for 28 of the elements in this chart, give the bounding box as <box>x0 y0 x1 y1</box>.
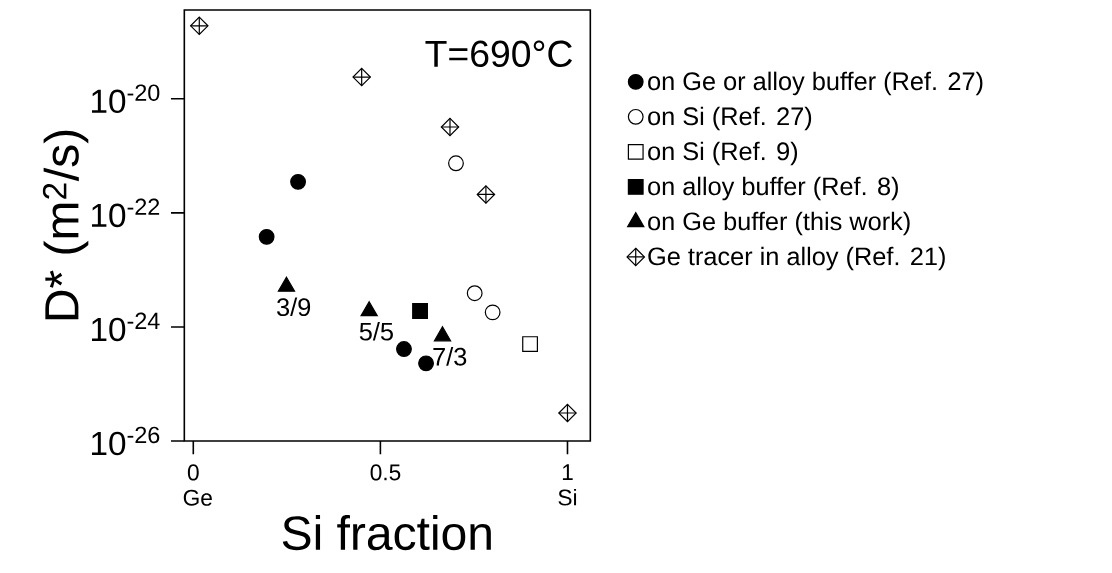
y-axis-title: D* (m$^{2}$/s) <box>42 130 89 320</box>
legend-label: on Si (Ref. 9) <box>648 141 798 166</box>
x-tick-label: 1 Si <box>558 464 577 506</box>
annotation: 7/3 <box>433 347 467 366</box>
y-tick-label: 10$^{-26}$ <box>92 426 160 456</box>
x-tick-label: 0.5 <box>370 464 401 481</box>
point <box>484 304 501 321</box>
y-tick-label: 10$^{-24}$ <box>92 312 160 342</box>
point <box>418 355 434 372</box>
x-tick-label: 0 Ge <box>183 464 212 506</box>
point <box>448 155 464 172</box>
point <box>412 303 428 319</box>
legend-label: on Ge or alloy buffer (Ref. 27) <box>648 71 983 96</box>
x-axis-title: Si fraction <box>282 514 491 551</box>
point <box>466 285 483 302</box>
legend-label: on Si (Ref. 27) <box>648 106 812 131</box>
point <box>258 228 275 245</box>
point <box>522 336 538 353</box>
legend-label: on alloy buffer (Ref. 8) <box>648 176 898 201</box>
annotation: 5/5 <box>359 321 393 341</box>
point <box>290 173 306 190</box>
annotation: T=690°C <box>425 40 572 67</box>
legend-label: on Ge buffer (this work) <box>648 211 910 236</box>
legend-label: Ge tracer in alloy (Ref. 21) <box>648 246 945 271</box>
y-tick-label: 10$^{-20}$ <box>92 84 160 114</box>
annotation: 3/9 <box>277 297 311 317</box>
y-tick-label: 10$^{-22}$ <box>92 198 160 228</box>
point <box>396 341 412 357</box>
